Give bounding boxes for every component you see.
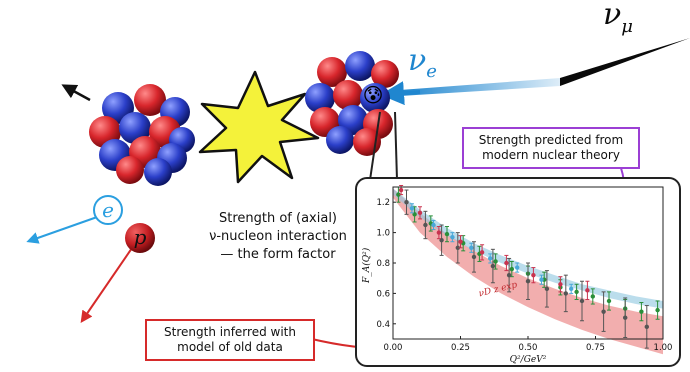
data-point — [398, 187, 404, 193]
data-point — [525, 279, 531, 284]
nu-e-label: νe — [408, 43, 437, 82]
data-point — [585, 288, 590, 293]
collision-burst — [198, 70, 320, 184]
form-factor-caption: Strength of (axial) ν-nucleon interactio… — [198, 210, 358, 264]
y-axis-label: F_A(Q²) — [361, 247, 372, 284]
data-point — [639, 309, 644, 314]
data-point — [423, 222, 428, 228]
y-tick-label: 1.2 — [376, 198, 390, 208]
band-1 — [393, 188, 663, 309]
data-point — [574, 289, 579, 295]
data-point — [579, 298, 585, 304]
data-point — [569, 286, 574, 292]
scared-face-icon: 😰 — [363, 83, 384, 107]
data-point — [515, 265, 520, 270]
form-factor-chart: 0.00 0.25 0.50 0.75 1.00 0.4 0.6 0.8 1.0 1.2 F_A(… — [361, 184, 672, 365]
data-point — [506, 272, 512, 278]
recoil-arrow — [61, 84, 91, 102]
data-point — [539, 277, 544, 282]
data-point — [436, 230, 442, 235]
form-factor-chart-frame: 0.00 0.25 0.50 0.75 1.00 0.4 0.6 0.8 1.0 1.2 F_A(… — [355, 177, 681, 367]
x-tick-label: 0.25 — [451, 343, 470, 353]
chart-ticks: 0.00 0.25 0.50 0.75 1.00 0.4 0.6 0.8 1.0 1.2 — [376, 198, 672, 353]
data-point — [563, 291, 568, 296]
callout-inferred: Strength inferred with model of old data — [145, 319, 315, 361]
nu-e-beam — [400, 78, 560, 96]
caption-line-2: ν-nucleon interaction — [209, 229, 347, 244]
x-axis-label: Q²/GeV² — [510, 355, 547, 365]
x-tick-label: 1.00 — [654, 343, 673, 353]
electron-arrow — [26, 215, 101, 244]
data-point — [450, 234, 455, 240]
y-tick-label: 0.4 — [376, 320, 390, 330]
nu-mu-label: νμ — [603, 0, 633, 37]
data-point — [469, 245, 474, 250]
data-point — [490, 263, 496, 269]
band-0 — [393, 188, 663, 355]
x-tick-label: 0.00 — [384, 343, 403, 353]
data-point — [509, 266, 514, 272]
data-point — [444, 231, 450, 237]
data-point — [396, 192, 401, 197]
y-tick-label: 1.0 — [376, 229, 390, 239]
data-point — [455, 245, 460, 250]
data-point — [655, 307, 660, 313]
data-point — [590, 294, 595, 299]
proton-arrow — [80, 247, 133, 323]
zoom-line-left — [369, 111, 381, 181]
data-point — [504, 260, 509, 266]
left-nucleus — [89, 84, 195, 186]
electron-circle — [93, 195, 123, 225]
data-point — [404, 200, 409, 205]
nu-e-arrowhead — [380, 81, 421, 106]
y-tick-label: 0.8 — [376, 259, 390, 269]
data-point — [471, 254, 477, 260]
nu-mu-beam — [560, 38, 690, 86]
data-point — [623, 315, 628, 320]
y-tick-label: 0.6 — [376, 289, 390, 299]
caption-line-3: — the form factor — [220, 247, 336, 262]
data-point — [409, 206, 415, 211]
proton-ball — [125, 223, 155, 253]
callout-predicted: Strength predicted from modern nuclear t… — [462, 127, 640, 169]
right-nucleus — [305, 51, 399, 156]
data-point — [531, 272, 536, 278]
chart-bands — [393, 188, 663, 355]
data-point — [417, 210, 423, 216]
chart-points — [396, 184, 660, 349]
data-point — [431, 222, 436, 228]
data-point — [558, 282, 563, 287]
data-point — [601, 309, 606, 314]
x-tick-label: 0.75 — [586, 343, 605, 353]
caption-line-1: Strength of (axial) — [218, 211, 338, 226]
data-point — [488, 256, 493, 261]
data-point — [493, 259, 498, 264]
data-point — [458, 239, 463, 244]
zoom-line-right — [394, 111, 398, 181]
proton-label: p — [134, 225, 147, 249]
data-point — [606, 298, 612, 304]
electron-label: e — [102, 198, 114, 222]
x-tick-label: 0.50 — [519, 343, 538, 353]
data-point — [644, 324, 649, 330]
data-point — [479, 250, 485, 255]
data-point — [544, 286, 550, 292]
